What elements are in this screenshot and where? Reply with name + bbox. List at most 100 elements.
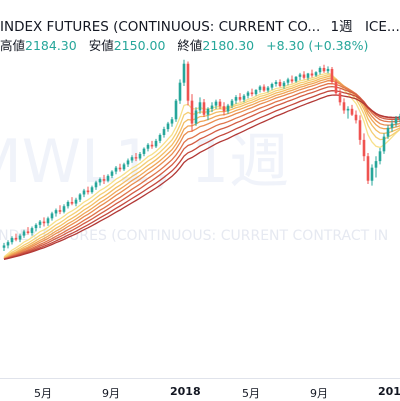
- candle[interactable]: [218, 99, 222, 109]
- candle[interactable]: [54, 208, 58, 217]
- candle[interactable]: [214, 99, 218, 109]
- candle[interactable]: [30, 226, 34, 236]
- candle[interactable]: [10, 236, 14, 245]
- candle[interactable]: [106, 174, 110, 183]
- candle[interactable]: [398, 113, 400, 123]
- candle[interactable]: [90, 185, 94, 194]
- candle[interactable]: [170, 117, 174, 127]
- candle[interactable]: [146, 143, 150, 152]
- candle[interactable]: [58, 205, 62, 215]
- candlesticks[interactable]: [2, 59, 400, 251]
- candle[interactable]: [158, 133, 162, 144]
- candle[interactable]: [286, 77, 290, 86]
- candle[interactable]: [98, 177, 102, 186]
- candle[interactable]: [314, 71, 318, 77]
- candle[interactable]: [270, 82, 274, 90]
- candle[interactable]: [114, 166, 118, 175]
- candle[interactable]: [22, 229, 26, 238]
- candle[interactable]: [6, 240, 10, 249]
- candle[interactable]: [330, 66, 334, 85]
- candle[interactable]: [254, 89, 258, 96]
- candle[interactable]: [42, 217, 46, 227]
- candle[interactable]: [162, 126, 166, 138]
- candle[interactable]: [310, 69, 314, 78]
- candle[interactable]: [382, 133, 386, 154]
- candle[interactable]: [358, 115, 362, 145]
- candle[interactable]: [86, 186, 90, 195]
- candle[interactable]: [2, 242, 6, 251]
- candle[interactable]: [334, 79, 338, 96]
- candle[interactable]: [370, 164, 374, 186]
- candle[interactable]: [102, 174, 106, 184]
- candle[interactable]: [322, 64, 326, 73]
- candle[interactable]: [354, 110, 358, 124]
- candle[interactable]: [350, 104, 354, 117]
- candle[interactable]: [38, 219, 42, 229]
- candle[interactable]: [378, 148, 382, 165]
- candle[interactable]: [210, 102, 214, 113]
- candle[interactable]: [194, 107, 198, 126]
- symbol-title[interactable]: INDEX FUTURES (CONTINUOUS: CURRENT CO...: [0, 19, 321, 35]
- candle[interactable]: [166, 121, 170, 132]
- candle[interactable]: [262, 84, 266, 92]
- candle[interactable]: [70, 197, 74, 206]
- candle[interactable]: [326, 66, 330, 74]
- candle[interactable]: [14, 233, 18, 242]
- candle[interactable]: [94, 180, 98, 190]
- candle[interactable]: [294, 76, 298, 83]
- candle[interactable]: [50, 211, 54, 221]
- candle[interactable]: [62, 204, 66, 214]
- candle[interactable]: [18, 233, 22, 243]
- candle[interactable]: [338, 89, 342, 106]
- candle[interactable]: [66, 200, 70, 209]
- candle[interactable]: [258, 85, 262, 93]
- candle[interactable]: [130, 155, 134, 163]
- candle[interactable]: [246, 90, 250, 99]
- candle[interactable]: [342, 98, 346, 114]
- candle[interactable]: [362, 133, 366, 162]
- candle[interactable]: [26, 227, 30, 235]
- time-axis[interactable]: 5月 9月 2018 5月 9月 2019: [0, 378, 400, 401]
- candle[interactable]: [250, 88, 254, 97]
- candle[interactable]: [234, 95, 238, 104]
- candle[interactable]: [306, 72, 310, 81]
- candle[interactable]: [230, 99, 234, 109]
- candle[interactable]: [46, 216, 50, 226]
- candle[interactable]: [118, 163, 122, 172]
- candle[interactable]: [202, 99, 206, 117]
- candle[interactable]: [226, 103, 230, 114]
- candle[interactable]: [242, 94, 246, 103]
- candle[interactable]: [142, 147, 146, 157]
- candle[interactable]: [190, 94, 194, 132]
- candle[interactable]: [274, 80, 278, 87]
- candle[interactable]: [122, 162, 126, 171]
- candle[interactable]: [34, 223, 38, 232]
- candle[interactable]: [150, 140, 154, 149]
- candle[interactable]: [182, 59, 186, 86]
- candle[interactable]: [134, 152, 138, 162]
- candle[interactable]: [82, 188, 86, 198]
- candle[interactable]: [238, 93, 242, 102]
- candle[interactable]: [74, 197, 78, 207]
- candle[interactable]: [282, 81, 286, 89]
- candle[interactable]: [374, 156, 378, 178]
- candle[interactable]: [222, 102, 226, 116]
- candle[interactable]: [126, 158, 130, 168]
- candle[interactable]: [394, 116, 398, 127]
- candle[interactable]: [302, 71, 306, 80]
- candle[interactable]: [290, 75, 294, 84]
- candle[interactable]: [266, 85, 270, 93]
- candle[interactable]: [198, 97, 202, 114]
- candle[interactable]: [206, 107, 210, 121]
- candle[interactable]: [174, 99, 178, 122]
- candle[interactable]: [318, 66, 322, 75]
- candle[interactable]: [186, 61, 190, 106]
- candle[interactable]: [178, 79, 182, 104]
- candle[interactable]: [154, 138, 158, 149]
- candle[interactable]: [390, 120, 394, 132]
- candle[interactable]: [346, 106, 350, 119]
- candle[interactable]: [366, 152, 370, 184]
- candle[interactable]: [386, 125, 390, 139]
- candle[interactable]: [78, 193, 82, 202]
